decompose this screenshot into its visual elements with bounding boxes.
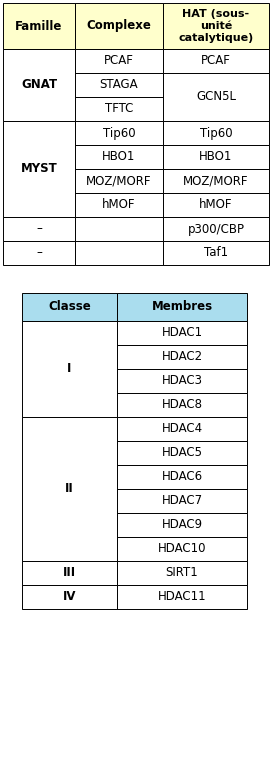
Bar xyxy=(22,585,117,609)
Text: –: – xyxy=(36,223,42,236)
Bar xyxy=(22,321,117,417)
Bar xyxy=(117,561,247,585)
Text: PCAF: PCAF xyxy=(104,55,134,67)
Text: GCN5L: GCN5L xyxy=(196,90,236,104)
Text: IV: IV xyxy=(63,590,76,603)
Text: Famille: Famille xyxy=(15,20,63,33)
Bar xyxy=(117,345,247,369)
Text: HDAC6: HDAC6 xyxy=(162,471,203,484)
Text: SIRT1: SIRT1 xyxy=(166,566,198,580)
Text: Classe: Classe xyxy=(48,300,91,314)
Text: HDAC1: HDAC1 xyxy=(162,327,203,340)
Text: hMOF: hMOF xyxy=(199,199,233,211)
Bar xyxy=(117,321,247,345)
Text: HDAC7: HDAC7 xyxy=(162,494,203,508)
Bar xyxy=(3,241,75,265)
Bar xyxy=(22,293,117,321)
Bar xyxy=(117,489,247,513)
Bar xyxy=(75,145,163,169)
Bar xyxy=(117,465,247,489)
Bar xyxy=(3,121,75,217)
Text: hMOF: hMOF xyxy=(102,199,136,211)
Bar xyxy=(75,97,163,121)
Text: PCAF: PCAF xyxy=(201,55,231,67)
Text: HDAC5: HDAC5 xyxy=(162,446,202,459)
Text: p300/CBP: p300/CBP xyxy=(187,223,245,236)
Text: Tip60: Tip60 xyxy=(200,127,232,139)
Text: –: – xyxy=(36,246,42,259)
Text: HDAC11: HDAC11 xyxy=(158,590,206,603)
Text: HDAC10: HDAC10 xyxy=(158,543,206,556)
Bar xyxy=(163,73,269,121)
Bar xyxy=(163,241,269,265)
Text: Tip60: Tip60 xyxy=(103,127,135,139)
Bar xyxy=(117,537,247,561)
Bar xyxy=(117,393,247,417)
Text: III: III xyxy=(63,566,76,580)
Bar xyxy=(3,49,75,121)
Text: MYST: MYST xyxy=(21,162,57,176)
Text: HDAC2: HDAC2 xyxy=(162,350,203,364)
Bar xyxy=(75,169,163,193)
Bar xyxy=(75,217,163,241)
Text: HBO1: HBO1 xyxy=(199,151,233,164)
Text: I: I xyxy=(67,362,72,375)
Bar xyxy=(163,217,269,241)
Text: MOZ/MORF: MOZ/MORF xyxy=(183,174,249,187)
Bar xyxy=(75,241,163,265)
Text: GNAT: GNAT xyxy=(21,79,57,92)
Text: HAT (sous-
unité
catalytique): HAT (sous- unité catalytique) xyxy=(178,9,254,43)
Bar xyxy=(117,417,247,441)
Bar xyxy=(3,217,75,241)
Text: MOZ/MORF: MOZ/MORF xyxy=(86,174,152,187)
Bar xyxy=(163,49,269,73)
Text: II: II xyxy=(65,483,74,496)
Text: Membres: Membres xyxy=(152,300,212,314)
Bar xyxy=(3,3,75,49)
Text: TFTC: TFTC xyxy=(105,102,133,115)
Bar xyxy=(117,293,247,321)
Bar xyxy=(75,73,163,97)
Bar xyxy=(117,369,247,393)
Bar xyxy=(75,49,163,73)
Text: HDAC3: HDAC3 xyxy=(162,374,202,387)
Text: Complexe: Complexe xyxy=(86,20,152,33)
Bar xyxy=(163,145,269,169)
Bar xyxy=(163,121,269,145)
Text: HDAC8: HDAC8 xyxy=(162,399,202,412)
Bar xyxy=(117,513,247,537)
Text: HDAC4: HDAC4 xyxy=(162,422,203,436)
Bar xyxy=(163,169,269,193)
Bar xyxy=(75,3,163,49)
Text: Taf1: Taf1 xyxy=(204,246,228,259)
Bar xyxy=(117,441,247,465)
Bar xyxy=(163,3,269,49)
Bar xyxy=(163,193,269,217)
Bar xyxy=(117,585,247,609)
Bar xyxy=(22,417,117,561)
Bar xyxy=(22,561,117,585)
Text: HBO1: HBO1 xyxy=(102,151,136,164)
Text: STAGA: STAGA xyxy=(100,79,138,92)
Text: HDAC9: HDAC9 xyxy=(162,518,203,531)
Bar xyxy=(75,193,163,217)
Bar xyxy=(75,121,163,145)
